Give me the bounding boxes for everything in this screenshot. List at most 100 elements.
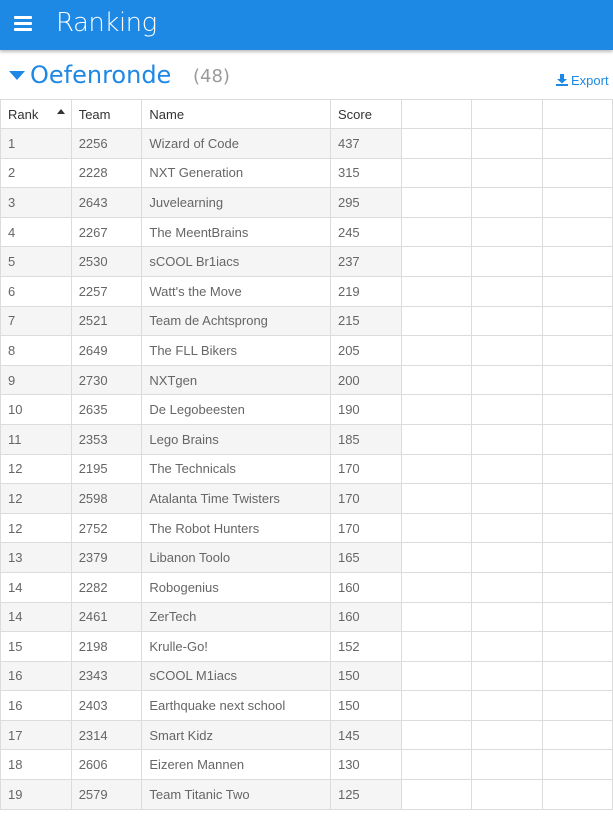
cell-score: 145 bbox=[329, 719, 402, 751]
empty-cell bbox=[471, 246, 543, 277]
table-row: 5 2530 sCOOL Br1iacs 237 bbox=[0, 246, 613, 277]
sort-ascending-icon bbox=[56, 109, 65, 114]
cell-rank: 12 bbox=[0, 453, 72, 485]
cell-team: 2635 bbox=[70, 394, 143, 425]
cell-rank: 17 bbox=[0, 719, 72, 751]
empty-cell bbox=[400, 394, 473, 425]
column-header-score[interactable]: Score bbox=[329, 99, 402, 129]
table-row: 12 2752 The Robot Hunters 170 bbox=[0, 512, 613, 544]
cell-rank: 4 bbox=[0, 216, 72, 248]
section-header: Oefenronde (48) Export bbox=[0, 58, 613, 98]
cell-rank: 12 bbox=[0, 512, 72, 544]
cell-score: 152 bbox=[329, 631, 402, 662]
table-row: 7 2521 Team de Achtsprong 215 bbox=[0, 305, 613, 337]
empty-cell bbox=[541, 335, 613, 366]
cell-name: sCOOL M1iacs bbox=[141, 660, 331, 692]
empty-cell bbox=[541, 483, 613, 514]
empty-cell bbox=[400, 187, 473, 218]
table-row: 8 2649 The FLL Bikers 205 bbox=[0, 335, 613, 366]
cell-score: 295 bbox=[329, 187, 402, 218]
empty-header-cell bbox=[400, 99, 473, 129]
empty-cell bbox=[541, 187, 613, 218]
download-icon bbox=[556, 74, 568, 86]
table-body: 1 2256 Wizard of Code 437 2 2228 NXT Generatio… bbox=[0, 128, 613, 810]
cell-team: 2606 bbox=[70, 749, 143, 781]
cell-score: 170 bbox=[329, 483, 402, 514]
empty-cell bbox=[400, 364, 473, 396]
cell-score: 125 bbox=[329, 779, 402, 810]
table-row: 1 2256 Wizard of Code 437 bbox=[0, 128, 613, 159]
empty-cell bbox=[541, 157, 613, 189]
cell-name: Krulle-Go! bbox=[141, 631, 331, 662]
cell-team: 2752 bbox=[70, 512, 143, 544]
hamburger-menu-icon[interactable] bbox=[14, 16, 32, 31]
empty-cell bbox=[541, 305, 613, 337]
cell-score: 237 bbox=[329, 246, 402, 277]
table-row: 10 2635 De Legobeesten 190 bbox=[0, 394, 613, 425]
cell-team: 2643 bbox=[70, 187, 143, 218]
cell-rank: 10 bbox=[0, 394, 72, 425]
cell-name: Team Titanic Two bbox=[141, 779, 331, 810]
section-count: (48) bbox=[193, 66, 230, 87]
empty-header-cell bbox=[541, 99, 613, 129]
empty-cell bbox=[471, 631, 543, 662]
column-header-name[interactable]: Name bbox=[141, 99, 331, 129]
cell-name: The MeentBrains bbox=[141, 216, 331, 248]
caret-down-icon[interactable] bbox=[9, 71, 25, 80]
empty-cell bbox=[471, 305, 543, 337]
cell-team: 2228 bbox=[70, 157, 143, 189]
empty-cell bbox=[471, 779, 543, 810]
empty-cell bbox=[400, 246, 473, 277]
empty-cell bbox=[471, 275, 543, 307]
cell-name: sCOOL Br1iacs bbox=[141, 246, 331, 277]
cell-name: The Robot Hunters bbox=[141, 512, 331, 544]
empty-cell bbox=[471, 128, 543, 159]
cell-team: 2461 bbox=[70, 601, 143, 633]
cell-name: Eizeren Mannen bbox=[141, 749, 331, 781]
empty-cell bbox=[471, 335, 543, 366]
cell-name: Atalanta Time Twisters bbox=[141, 483, 331, 514]
cell-score: 165 bbox=[329, 542, 402, 573]
cell-score: 160 bbox=[329, 571, 402, 603]
empty-cell bbox=[400, 453, 473, 485]
cell-name: Earthquake next school bbox=[141, 690, 331, 721]
cell-rank: 14 bbox=[0, 571, 72, 603]
table-row: 12 2598 Atalanta Time Twisters 170 bbox=[0, 483, 613, 514]
cell-team: 2256 bbox=[70, 128, 143, 159]
column-header-rank[interactable]: Rank bbox=[0, 99, 72, 129]
cell-score: 200 bbox=[329, 364, 402, 396]
column-header-team[interactable]: Team bbox=[70, 99, 143, 129]
empty-cell bbox=[400, 631, 473, 662]
empty-header-cell bbox=[471, 99, 543, 129]
empty-cell bbox=[541, 631, 613, 662]
empty-cell bbox=[471, 364, 543, 396]
empty-cell bbox=[541, 246, 613, 277]
cell-name: Watt's the Move bbox=[141, 275, 331, 307]
cell-rank: 13 bbox=[0, 542, 72, 573]
cell-team: 2530 bbox=[70, 246, 143, 277]
section-title[interactable]: Oefenronde bbox=[30, 61, 172, 89]
export-button[interactable]: Export bbox=[556, 73, 609, 88]
empty-cell bbox=[541, 364, 613, 396]
cell-rank: 3 bbox=[0, 187, 72, 218]
cell-name: Juvelearning bbox=[141, 187, 331, 218]
empty-cell bbox=[400, 423, 473, 455]
cell-team: 2649 bbox=[70, 335, 143, 366]
empty-cell bbox=[541, 690, 613, 721]
cell-team: 2521 bbox=[70, 305, 143, 337]
cell-team: 2198 bbox=[70, 631, 143, 662]
column-header-label: Score bbox=[337, 106, 372, 122]
cell-name: Team de Achtsprong bbox=[141, 305, 331, 337]
app-header: Ranking bbox=[0, 0, 613, 50]
empty-cell bbox=[471, 423, 543, 455]
cell-name: De Legobeesten bbox=[141, 394, 331, 425]
empty-cell bbox=[400, 483, 473, 514]
table-row: 4 2267 The MeentBrains 245 bbox=[0, 216, 613, 248]
empty-cell bbox=[471, 749, 543, 781]
table-row: 15 2198 Krulle-Go! 152 bbox=[0, 631, 613, 662]
table-row: 2 2228 NXT Generation 315 bbox=[0, 157, 613, 189]
cell-team: 2353 bbox=[70, 423, 143, 455]
empty-cell bbox=[541, 216, 613, 248]
empty-cell bbox=[471, 157, 543, 189]
column-header-label: Team bbox=[78, 106, 111, 122]
